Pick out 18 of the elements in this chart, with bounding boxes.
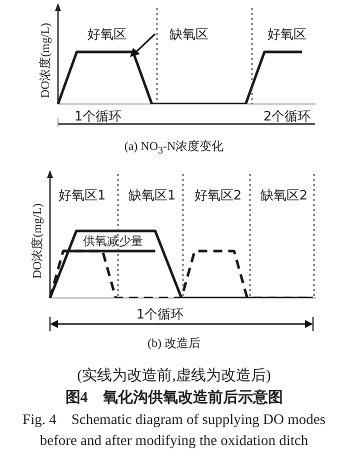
text: 好氧区2	[194, 188, 242, 204]
text: 好氧区1	[58, 188, 106, 204]
annotation: 供氧减少量	[83, 234, 143, 248]
text: 好氧区	[88, 27, 126, 42]
text: (实线为改造前,虚线为改造后)	[76, 366, 272, 386]
y-axis-title: DO浓度(mg/L)	[30, 203, 44, 279]
caption: 图4 氧化沟供氧改造前后示意图	[64, 388, 284, 408]
text: 2个循环	[263, 109, 311, 124]
x-axis-title: (b) 改造后	[146, 335, 202, 351]
text: 1个循环	[74, 109, 122, 124]
y-axis-title: DO浓度(mg/L)	[38, 22, 52, 98]
text: 缺氧区	[170, 27, 208, 42]
text: 好氧区	[268, 27, 306, 42]
text: 1个循环	[136, 307, 184, 322]
text: 缺氧区2	[260, 188, 308, 204]
text: 缺氧区1	[128, 188, 176, 204]
x-axis-title: (a) NO$_{3}$-N浓度变化	[123, 138, 225, 158]
caption: Fig. 4 Schematic diagram of supplying DO modes before and after modifying the oxidation ditch	[22, 411, 326, 450]
